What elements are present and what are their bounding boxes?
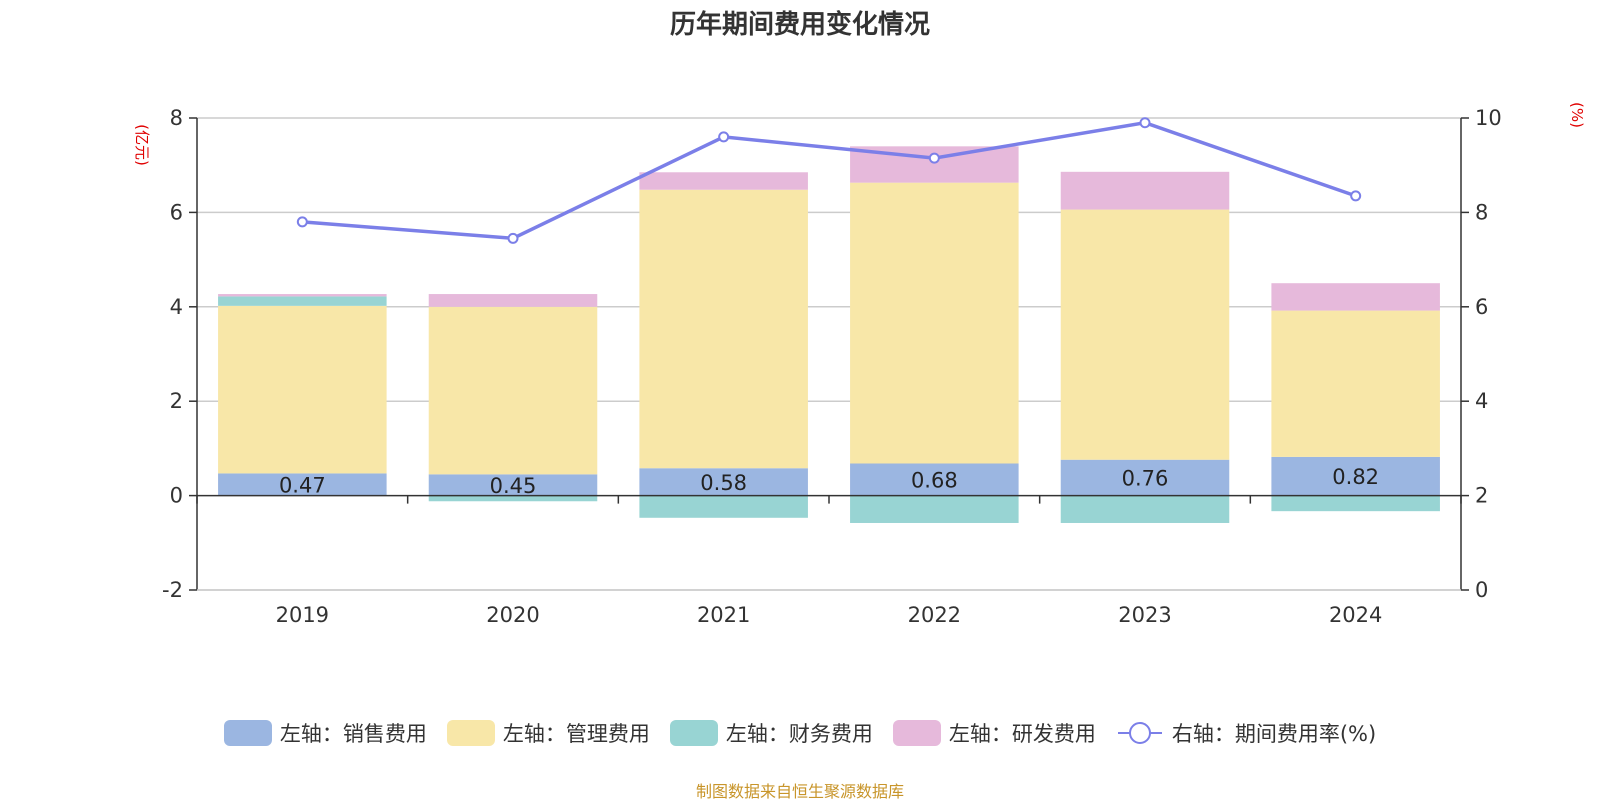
- bar-segment: [428, 474, 598, 496]
- legend-label: 左轴：财务费用: [725, 722, 873, 746]
- left-tick-label: 0: [170, 484, 183, 508]
- right-tick-label: 6: [1475, 295, 1488, 319]
- bar-segment: [639, 468, 808, 496]
- bar-segment: [639, 172, 808, 190]
- legend-swatch: [892, 720, 941, 746]
- legend-item[interactable]: 左轴：销售费用: [223, 718, 427, 748]
- rate-line-path: [302, 120, 1357, 241]
- bar-segment: [1060, 459, 1230, 496]
- right-axis-unit: (%): [1568, 102, 1586, 128]
- bar-segment: [218, 294, 387, 297]
- rate-point: [1350, 190, 1362, 202]
- source-note: 制图数据来自恒生聚源数据库: [695, 782, 904, 801]
- right-tick-label: 0: [1475, 578, 1488, 602]
- bar-segment: [428, 495, 598, 502]
- rate-line: [296, 117, 1362, 244]
- data-label: 0.82: [1332, 465, 1379, 489]
- data-label: 0.47: [279, 474, 326, 498]
- axes: -2 0 2 4 6 8 0 2 4 6 8 10 2019 2020 2021 2022 2023 2024: [162, 106, 1502, 627]
- rate-point: [296, 216, 308, 228]
- legend-swatch: [223, 720, 272, 746]
- rate-point: [1139, 117, 1151, 129]
- legend-line-swatch: [1117, 722, 1162, 744]
- left-tick-label: -2: [162, 578, 183, 602]
- legend-swatch: [669, 720, 718, 746]
- bars: [218, 146, 1440, 523]
- legend-swatch: [446, 720, 495, 746]
- bar-segment: [1271, 456, 1440, 496]
- category-label: 2022: [908, 603, 961, 627]
- rate-point: [507, 232, 519, 244]
- legend: 左轴：销售费用 左轴：管理费用 左轴：财务费用 左轴：研发费用 右轴：期间费用率(%): [0, 718, 1600, 748]
- category-label: 2019: [276, 603, 329, 627]
- legend-item[interactable]: 右轴：期间费用率(%): [1116, 718, 1376, 748]
- legend-label: 左轴：销售费用: [279, 722, 427, 746]
- bar-segment: [1271, 495, 1440, 512]
- left-tick-label: 6: [170, 200, 183, 224]
- legend-label: 左轴：管理费用: [502, 722, 650, 746]
- bar-segment: [850, 463, 1019, 496]
- right-tick-label: 4: [1475, 389, 1488, 413]
- left-tick-label: 8: [170, 106, 183, 130]
- data-label: 0.68: [911, 469, 958, 493]
- bar-segment: [639, 495, 808, 518]
- bar-segment: [639, 189, 808, 469]
- right-tick-label: 2: [1475, 484, 1488, 508]
- bar-segment: [850, 182, 1019, 464]
- chart-title: 历年期间费用变化情况: [669, 10, 930, 40]
- bar-segment: [428, 294, 598, 307]
- bar-segment: [218, 473, 387, 496]
- bar-segment: [1060, 171, 1230, 210]
- right-tick-label: 10: [1475, 106, 1502, 130]
- bar-segment: [428, 306, 598, 475]
- legend-item[interactable]: 左轴：管理费用: [446, 718, 650, 748]
- bar-segment: [218, 305, 387, 474]
- left-tick-label: 2: [170, 389, 183, 413]
- right-tick-label: 8: [1475, 200, 1488, 224]
- legend-label: 右轴：期间费用率(%): [1171, 722, 1377, 746]
- bar-segment: [1271, 310, 1440, 457]
- legend-item[interactable]: 左轴：研发费用: [892, 718, 1096, 748]
- left-axis-unit: (亿元): [133, 124, 151, 166]
- category-label: 2020: [486, 603, 539, 627]
- legend-item[interactable]: 左轴：财务费用: [669, 718, 873, 748]
- data-labels: 0.47 0.45 0.58 0.68 0.76 0.82: [279, 465, 1379, 498]
- bar-segment: [850, 495, 1019, 523]
- category-label: 2021: [697, 603, 750, 627]
- rate-point: [928, 152, 940, 164]
- left-tick-label: 4: [170, 295, 183, 319]
- legend-label: 左轴：研发费用: [948, 722, 1096, 746]
- category-label: 2024: [1329, 603, 1382, 627]
- bar-segment: [1060, 209, 1230, 460]
- category-label: 2023: [1118, 603, 1171, 627]
- bar-segment: [218, 296, 387, 306]
- rate-point: [718, 131, 730, 143]
- bar-segment: [1271, 283, 1440, 311]
- data-label: 0.58: [700, 471, 747, 495]
- data-label: 0.45: [490, 474, 537, 498]
- bar-segment: [1060, 495, 1230, 523]
- data-label: 0.76: [1122, 467, 1169, 491]
